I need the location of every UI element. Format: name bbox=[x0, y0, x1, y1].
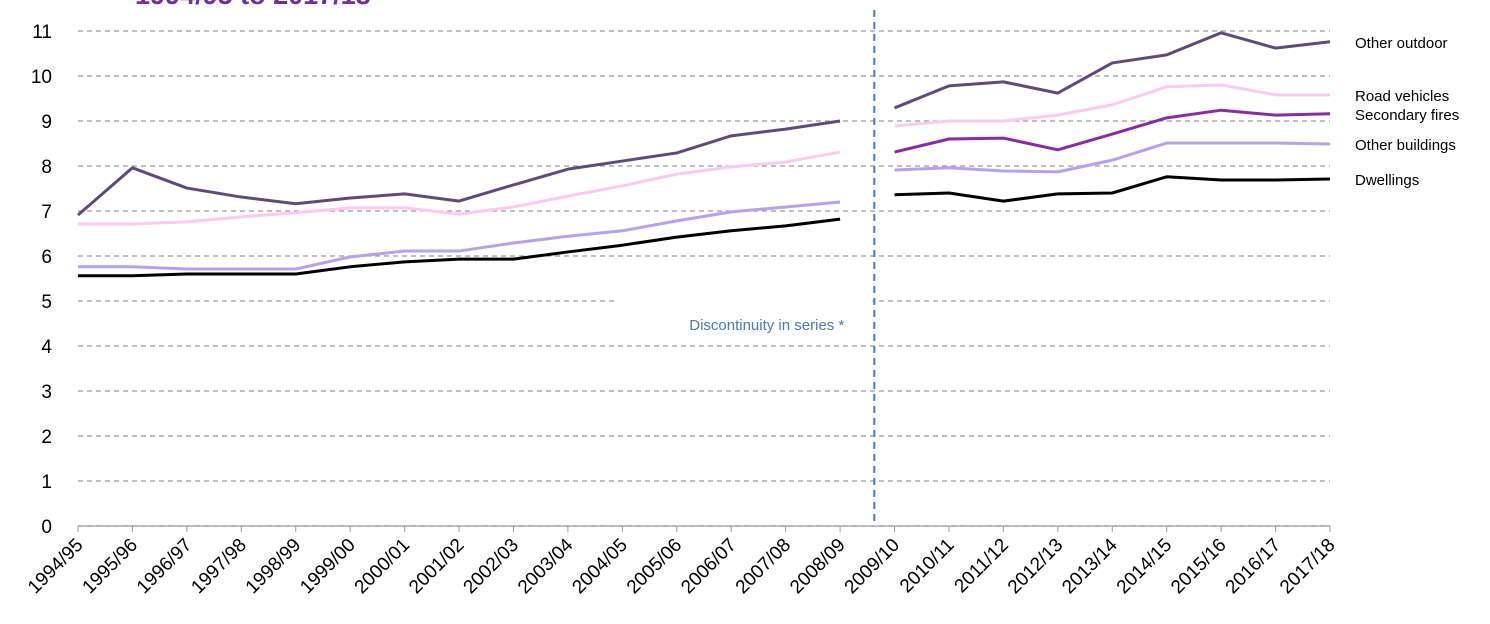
x-tick-label: 2017/18 bbox=[1276, 535, 1339, 598]
series-line bbox=[77, 119, 841, 217]
y-tick-label: 7 bbox=[41, 202, 52, 223]
series-line bbox=[894, 83, 1330, 128]
x-tick-label: 1996/97 bbox=[133, 535, 196, 598]
x-tick-label: 2014/15 bbox=[1113, 535, 1176, 598]
y-tick-label: 0 bbox=[41, 517, 52, 538]
x-tick-label: 1997/98 bbox=[187, 535, 250, 598]
y-tick-label: 2 bbox=[41, 427, 52, 448]
x-tick-label: 2005/06 bbox=[623, 535, 686, 598]
y-tick-label: 3 bbox=[41, 382, 52, 403]
y-tick-label: 6 bbox=[41, 247, 52, 268]
y-tick-label: 5 bbox=[41, 292, 52, 313]
y-tick-label: 11 bbox=[32, 22, 52, 43]
x-tick-label: 2007/08 bbox=[732, 535, 795, 598]
legend-label: Secondary fires bbox=[1355, 107, 1459, 124]
legend-label: Dwellings bbox=[1355, 172, 1419, 189]
y-tick-label: 4 bbox=[41, 337, 52, 358]
annotation: Discontinuity in series * bbox=[689, 317, 844, 334]
x-tick-label: 2001/02 bbox=[405, 535, 468, 598]
x-tick-label: 2013/14 bbox=[1058, 534, 1122, 598]
legend-label: Other outdoor bbox=[1355, 35, 1448, 52]
x-tick-label: 1999/00 bbox=[296, 535, 359, 598]
series-line bbox=[78, 200, 841, 271]
x-tick-label: 1998/99 bbox=[242, 535, 305, 598]
series-line bbox=[78, 217, 841, 278]
series-line bbox=[78, 150, 841, 226]
x-tick-label: 2015/16 bbox=[1167, 535, 1230, 598]
x-tick-label: 2004/05 bbox=[568, 535, 631, 598]
x-tick-label: 2002/03 bbox=[460, 535, 523, 598]
y-tick-label: 9 bbox=[41, 112, 52, 133]
label-background bbox=[615, 300, 873, 340]
x-tick-label: 2003/04 bbox=[514, 534, 578, 598]
x-tick-label: 2011/12 bbox=[951, 535, 1013, 597]
x-tick-label: 2006/07 bbox=[677, 535, 740, 598]
series-line bbox=[894, 175, 1331, 203]
x-tick-label: 2008/09 bbox=[786, 535, 849, 598]
x-tick-label: 2009/10 bbox=[841, 535, 904, 598]
x-tick-label: 2016/17 bbox=[1222, 535, 1285, 598]
y-tick-label: 8 bbox=[41, 157, 52, 178]
chart-title: 1994/95 to 2017/18 bbox=[135, 0, 371, 10]
series-line bbox=[894, 141, 1331, 174]
x-tick-label: 2000/01 bbox=[351, 535, 414, 598]
series-line bbox=[893, 31, 1331, 110]
series-line bbox=[894, 108, 1331, 154]
y-tick-label: 1 bbox=[41, 472, 52, 493]
x-tick-label: 1995/96 bbox=[79, 535, 142, 598]
y-tick-label: 10 bbox=[31, 67, 52, 88]
x-tick-label: 1994/95 bbox=[24, 535, 87, 598]
legend-label: Other buildings bbox=[1355, 137, 1456, 154]
x-tick-label: 2010/11 bbox=[896, 535, 958, 597]
x-tick-label: 2012/13 bbox=[1004, 535, 1067, 598]
legend-label: Road vehicles bbox=[1355, 88, 1449, 105]
